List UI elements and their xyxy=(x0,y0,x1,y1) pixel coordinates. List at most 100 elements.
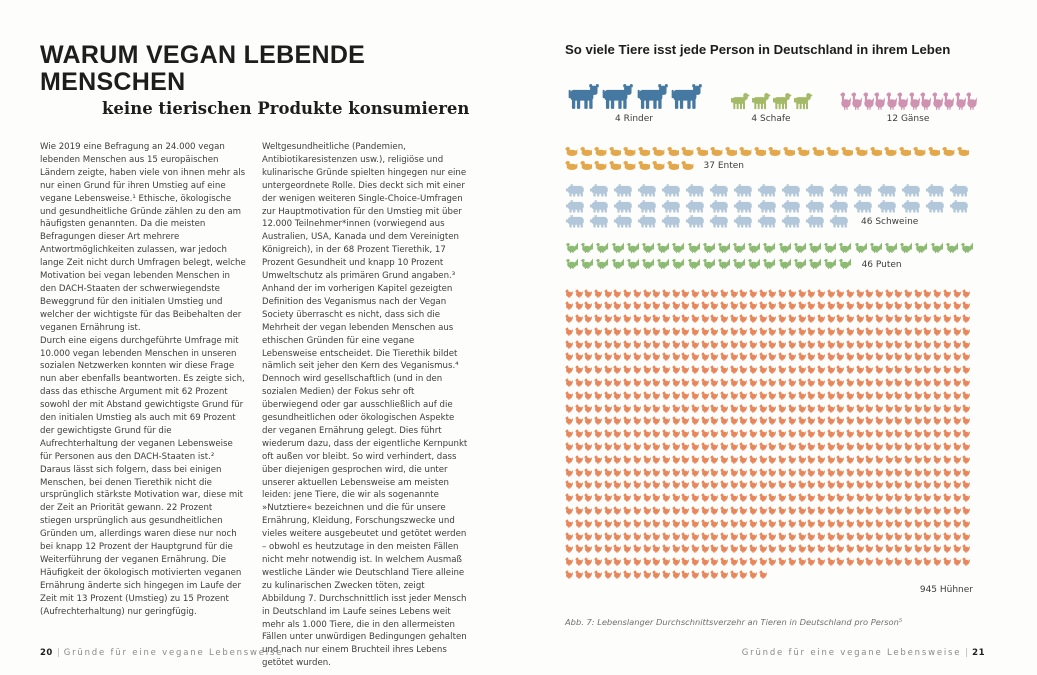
chicken-icon xyxy=(914,532,922,541)
chicken-icon xyxy=(875,404,883,413)
chicken-icon xyxy=(856,506,864,515)
chicken-icon xyxy=(633,519,641,528)
chicken-icon xyxy=(807,468,815,477)
chicken-icon xyxy=(701,493,709,502)
chicken-icon xyxy=(643,519,651,528)
chicken-icon xyxy=(846,493,854,502)
chicken-icon xyxy=(817,429,825,438)
chicken-icon xyxy=(923,289,931,298)
chicken-icon xyxy=(710,314,718,323)
chicken-icon xyxy=(613,378,621,387)
chicken-icon xyxy=(846,544,854,553)
chicken-icon xyxy=(904,314,912,323)
chicken-icon xyxy=(914,493,922,502)
chicken-icon xyxy=(885,493,893,502)
turkey-icon xyxy=(869,241,882,254)
chicken-icon xyxy=(575,506,583,515)
chicken-icon xyxy=(691,378,699,387)
chicken-icon xyxy=(933,378,941,387)
turkey-icon xyxy=(671,241,684,254)
chicken-icon xyxy=(584,480,592,489)
chicken-icon xyxy=(788,468,796,477)
chicken-icon xyxy=(672,557,680,566)
chicken-icon xyxy=(933,468,941,477)
chicken-icon xyxy=(739,429,747,438)
chicken-icon xyxy=(710,378,718,387)
chicken-icon xyxy=(604,429,612,438)
chicken-icon xyxy=(923,429,931,438)
chicken-icon xyxy=(914,327,922,336)
chicken-icon xyxy=(807,532,815,541)
pig-icon xyxy=(829,199,850,213)
turkey-icon xyxy=(960,241,973,254)
chicken-icon xyxy=(827,378,835,387)
page-number-left: 20 xyxy=(40,648,53,658)
chicken-icon xyxy=(846,327,854,336)
chicken-icon xyxy=(827,493,835,502)
turkey-icon xyxy=(838,257,851,270)
chicken-icon xyxy=(865,519,873,528)
turkey-icon xyxy=(626,241,639,254)
footer-text-left: Gründe für eine vegane Lebensweise xyxy=(63,648,284,658)
chicken-icon xyxy=(623,365,631,374)
figure-caption: Abb. 7: Lebenslanger Durchschnittsverzeh… xyxy=(565,616,903,627)
chicken-icon xyxy=(730,352,738,361)
chicken-icon xyxy=(914,468,922,477)
chicken-icon xyxy=(643,429,651,438)
chicken-icon xyxy=(575,557,583,566)
chicken-icon xyxy=(875,340,883,349)
chicken-icon xyxy=(662,301,670,310)
chicken-icon xyxy=(681,557,689,566)
pictogram-group-puten: 46 Puten xyxy=(565,241,977,273)
goose-icon xyxy=(897,91,908,110)
chicken-icon xyxy=(739,455,747,464)
chicken-icon xyxy=(672,480,680,489)
chicken-icon xyxy=(943,442,951,451)
pig-icon xyxy=(925,199,946,213)
pig-icon xyxy=(853,199,874,213)
chicken-icon xyxy=(633,480,641,489)
chicken-icon xyxy=(768,391,776,400)
chicken-icon xyxy=(701,340,709,349)
chicken-icon xyxy=(923,480,931,489)
chicken-icon xyxy=(856,519,864,528)
chicken-icon xyxy=(798,442,806,451)
chicken-icon xyxy=(923,442,931,451)
chicken-icon xyxy=(953,506,961,515)
chicken-icon xyxy=(575,544,583,553)
chicken-icon xyxy=(672,404,680,413)
chicken-icon xyxy=(759,557,767,566)
chicken-icon xyxy=(856,557,864,566)
chicken-icon xyxy=(865,391,873,400)
chicken-icon xyxy=(904,404,912,413)
chicken-icon xyxy=(701,404,709,413)
chicken-icon xyxy=(749,455,757,464)
chicken-icon xyxy=(807,506,815,515)
chicken-icon xyxy=(894,557,902,566)
pig-icon xyxy=(637,214,658,228)
chicken-icon xyxy=(681,493,689,502)
pig-icon xyxy=(733,183,754,197)
chicken-icon xyxy=(623,378,631,387)
turkey-icon xyxy=(641,257,654,270)
chicken-icon xyxy=(827,416,835,425)
chicken-icon xyxy=(575,532,583,541)
chicken-icon xyxy=(633,506,641,515)
chicken-icon xyxy=(759,327,767,336)
duck-icon xyxy=(681,160,694,171)
chicken-icon xyxy=(739,365,747,374)
pig-icon xyxy=(829,214,850,228)
pictogram-group-huehner: 945 Hühner xyxy=(565,289,977,595)
chicken-icon xyxy=(827,468,835,477)
rinder-count-label: 4 Rinder xyxy=(615,114,653,124)
chicken-icon xyxy=(856,544,864,553)
chicken-icon xyxy=(749,570,757,579)
chicken-icon xyxy=(662,480,670,489)
chicken-icon xyxy=(633,429,641,438)
chicken-icon xyxy=(865,455,873,464)
chicken-icon xyxy=(827,480,835,489)
chicken-icon xyxy=(962,404,970,413)
turkey-icon xyxy=(930,241,943,254)
chicken-icon xyxy=(827,519,835,528)
chicken-icon xyxy=(807,352,815,361)
